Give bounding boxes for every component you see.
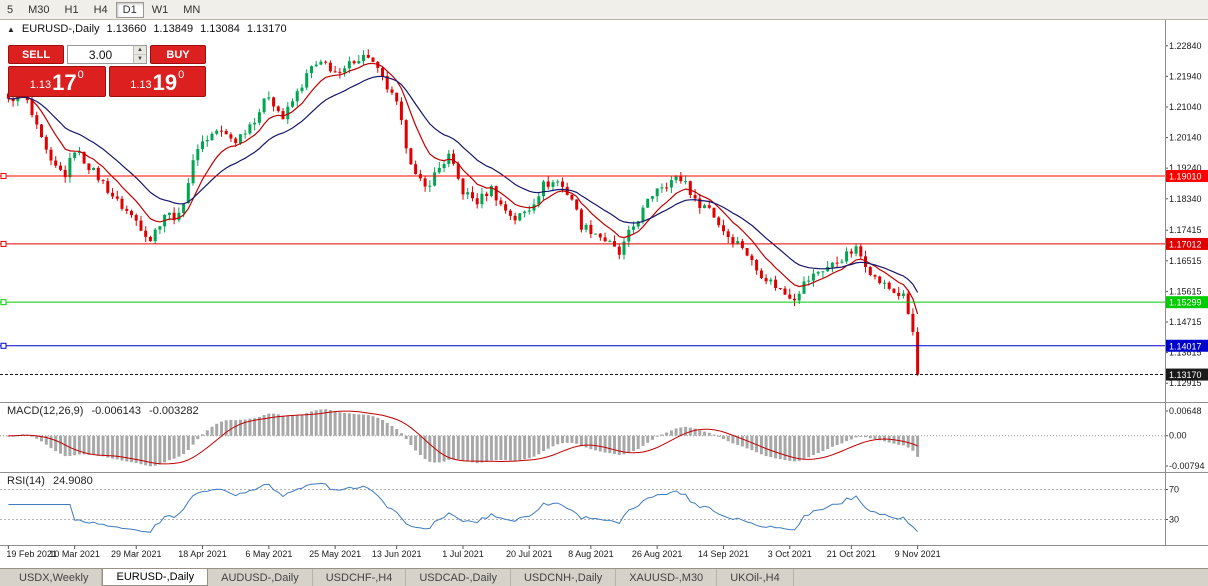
collapse-trade-panel-icon[interactable]: ▲ bbox=[7, 24, 15, 34]
macd-main-value: -0.006143 bbox=[91, 405, 142, 417]
svg-text:6 May 2021: 6 May 2021 bbox=[245, 549, 292, 559]
macd-label: MACD(12,26,9) -0.006143 -0.003282 bbox=[7, 405, 204, 417]
svg-text:1.13170: 1.13170 bbox=[1169, 370, 1202, 380]
svg-text:1.17415: 1.17415 bbox=[1169, 225, 1202, 235]
svg-text:1 Jul 2021: 1 Jul 2021 bbox=[442, 549, 484, 559]
svg-text:25 May 2021: 25 May 2021 bbox=[309, 549, 361, 559]
tab-usdx-weekly[interactable]: USDX,Weekly bbox=[6, 569, 103, 586]
timeframe-toolbar: 5 M30 H1 H4 D1 W1 MN bbox=[0, 0, 1208, 20]
svg-text:1.17012: 1.17012 bbox=[1169, 239, 1202, 249]
tab-usdcnh-daily[interactable]: USDCNH-,Daily bbox=[511, 569, 617, 586]
svg-text:1.15299: 1.15299 bbox=[1169, 298, 1202, 308]
ohlc-close: 1.13170 bbox=[246, 23, 287, 35]
tab-ukoil-h4[interactable]: UKOil-,H4 bbox=[717, 569, 794, 586]
svg-text:1.19240: 1.19240 bbox=[1169, 163, 1202, 173]
svg-text:21 Oct 2021: 21 Oct 2021 bbox=[827, 549, 876, 559]
svg-text:0.00648: 0.00648 bbox=[1169, 406, 1202, 416]
timeframe-button-d1[interactable]: D1 bbox=[115, 1, 144, 18]
svg-text:1.18340: 1.18340 bbox=[1169, 194, 1202, 204]
buy-price-prefix: 1.13 bbox=[130, 79, 152, 91]
tab-eurusd-daily[interactable]: EURUSD-,Daily bbox=[102, 569, 209, 586]
timeframe-button-m30[interactable]: M30 bbox=[21, 2, 56, 18]
volume-input[interactable]: 3.00 ▲ ▼ bbox=[67, 45, 147, 64]
svg-text:20 Jul 2021: 20 Jul 2021 bbox=[506, 549, 553, 559]
chart-area: 1.22840 1.21940 1.21040 1.20140 1.19240 1.183… bbox=[0, 20, 1208, 568]
sell-price-pips: 17 bbox=[52, 70, 77, 95]
timeframe-button-w1[interactable]: W1 bbox=[145, 2, 176, 18]
svg-text:10 Mar 2021: 10 Mar 2021 bbox=[49, 549, 100, 559]
svg-text:1.19010: 1.19010 bbox=[1169, 172, 1202, 182]
svg-text:1.22840: 1.22840 bbox=[1169, 41, 1202, 51]
sell-price-button[interactable]: 1.13 17 0 bbox=[8, 66, 106, 97]
chart-symbol-title: EURUSD-,Daily bbox=[21, 23, 100, 35]
ohlc-open: 1.13660 bbox=[106, 23, 147, 35]
svg-text:1.15615: 1.15615 bbox=[1169, 286, 1202, 296]
ohlc-high: 1.13849 bbox=[153, 23, 194, 35]
one-click-trade-panel: SELL 3.00 ▲ ▼ BUY 1.13 17 0 1.13 19 0 bbox=[8, 45, 206, 97]
svg-text:19 Feb 2021: 19 Feb 2021 bbox=[6, 549, 57, 559]
svg-text:13 Jun 2021: 13 Jun 2021 bbox=[372, 549, 422, 559]
rsi-name: RSI(14) bbox=[7, 475, 45, 487]
sell-price-point: 0 bbox=[77, 69, 84, 81]
sell-button[interactable]: SELL bbox=[8, 45, 64, 64]
volume-down-button[interactable]: ▼ bbox=[134, 55, 146, 63]
macd-name: MACD(12,26,9) bbox=[7, 405, 84, 417]
buy-price-point: 0 bbox=[178, 69, 185, 81]
timeframe-button-5[interactable]: 5 bbox=[0, 2, 20, 18]
macd-signal-value: -0.003282 bbox=[149, 405, 199, 417]
tab-xauusd-m30[interactable]: XAUUSD-,M30 bbox=[616, 569, 718, 586]
svg-text:30: 30 bbox=[1169, 515, 1179, 525]
timeframe-button-mn[interactable]: MN bbox=[176, 2, 207, 18]
svg-text:29 Mar 2021: 29 Mar 2021 bbox=[111, 549, 162, 559]
svg-text:1.21940: 1.21940 bbox=[1169, 71, 1202, 81]
tab-usdcad-daily[interactable]: USDCAD-,Daily bbox=[406, 569, 511, 586]
timeframe-button-h4[interactable]: H4 bbox=[87, 2, 115, 18]
svg-text:1.12915: 1.12915 bbox=[1169, 378, 1202, 388]
svg-text:14 Sep 2021: 14 Sep 2021 bbox=[698, 549, 749, 559]
buy-button[interactable]: BUY bbox=[150, 45, 206, 64]
volume-spinner: ▲ ▼ bbox=[133, 46, 146, 63]
tab-audusd-daily[interactable]: AUDUSD-,Daily bbox=[208, 569, 313, 586]
svg-text:3 Oct 2021: 3 Oct 2021 bbox=[768, 549, 812, 559]
sell-price-prefix: 1.13 bbox=[29, 79, 52, 91]
buy-price-button[interactable]: 1.13 19 0 bbox=[108, 66, 206, 97]
volume-up-button[interactable]: ▲ bbox=[134, 46, 146, 55]
timeframe-button-h1[interactable]: H1 bbox=[58, 2, 86, 18]
svg-text:9 Nov 2021: 9 Nov 2021 bbox=[895, 549, 941, 559]
tab-usdchf-h4[interactable]: USDCHF-,H4 bbox=[313, 569, 407, 586]
svg-text:18 Apr 2021: 18 Apr 2021 bbox=[178, 549, 227, 559]
volume-value: 3.00 bbox=[88, 47, 113, 62]
ohlc-low: 1.13084 bbox=[200, 23, 240, 35]
svg-text:-0.00794: -0.00794 bbox=[1169, 461, 1205, 471]
svg-text:1.13815: 1.13815 bbox=[1169, 348, 1202, 358]
rsi-value: 24.9080 bbox=[52, 475, 93, 487]
chart-tabs-bar: USDX,Weekly EURUSD-,Daily AUDUSD-,Daily … bbox=[0, 568, 1208, 586]
price-chart-canvas[interactable]: 1.22840 1.21940 1.21040 1.20140 1.19240 1.183… bbox=[0, 20, 1208, 568]
svg-text:0.00: 0.00 bbox=[1169, 431, 1187, 441]
svg-text:1.16515: 1.16515 bbox=[1169, 256, 1202, 266]
svg-text:1.14715: 1.14715 bbox=[1169, 317, 1202, 327]
rsi-label: RSI(14) 24.9080 bbox=[7, 475, 98, 487]
svg-text:8 Aug 2021: 8 Aug 2021 bbox=[568, 549, 614, 559]
chart-header: ▲ EURUSD-,Daily 1.13660 1.13849 1.13084 … bbox=[7, 23, 287, 35]
svg-text:70: 70 bbox=[1169, 485, 1179, 495]
buy-price-pips: 19 bbox=[152, 70, 178, 95]
svg-text:1.21040: 1.21040 bbox=[1169, 102, 1202, 112]
svg-text:26 Aug 2021: 26 Aug 2021 bbox=[632, 549, 683, 559]
svg-text:1.14017: 1.14017 bbox=[1169, 341, 1202, 351]
svg-text:1.20140: 1.20140 bbox=[1169, 133, 1202, 143]
